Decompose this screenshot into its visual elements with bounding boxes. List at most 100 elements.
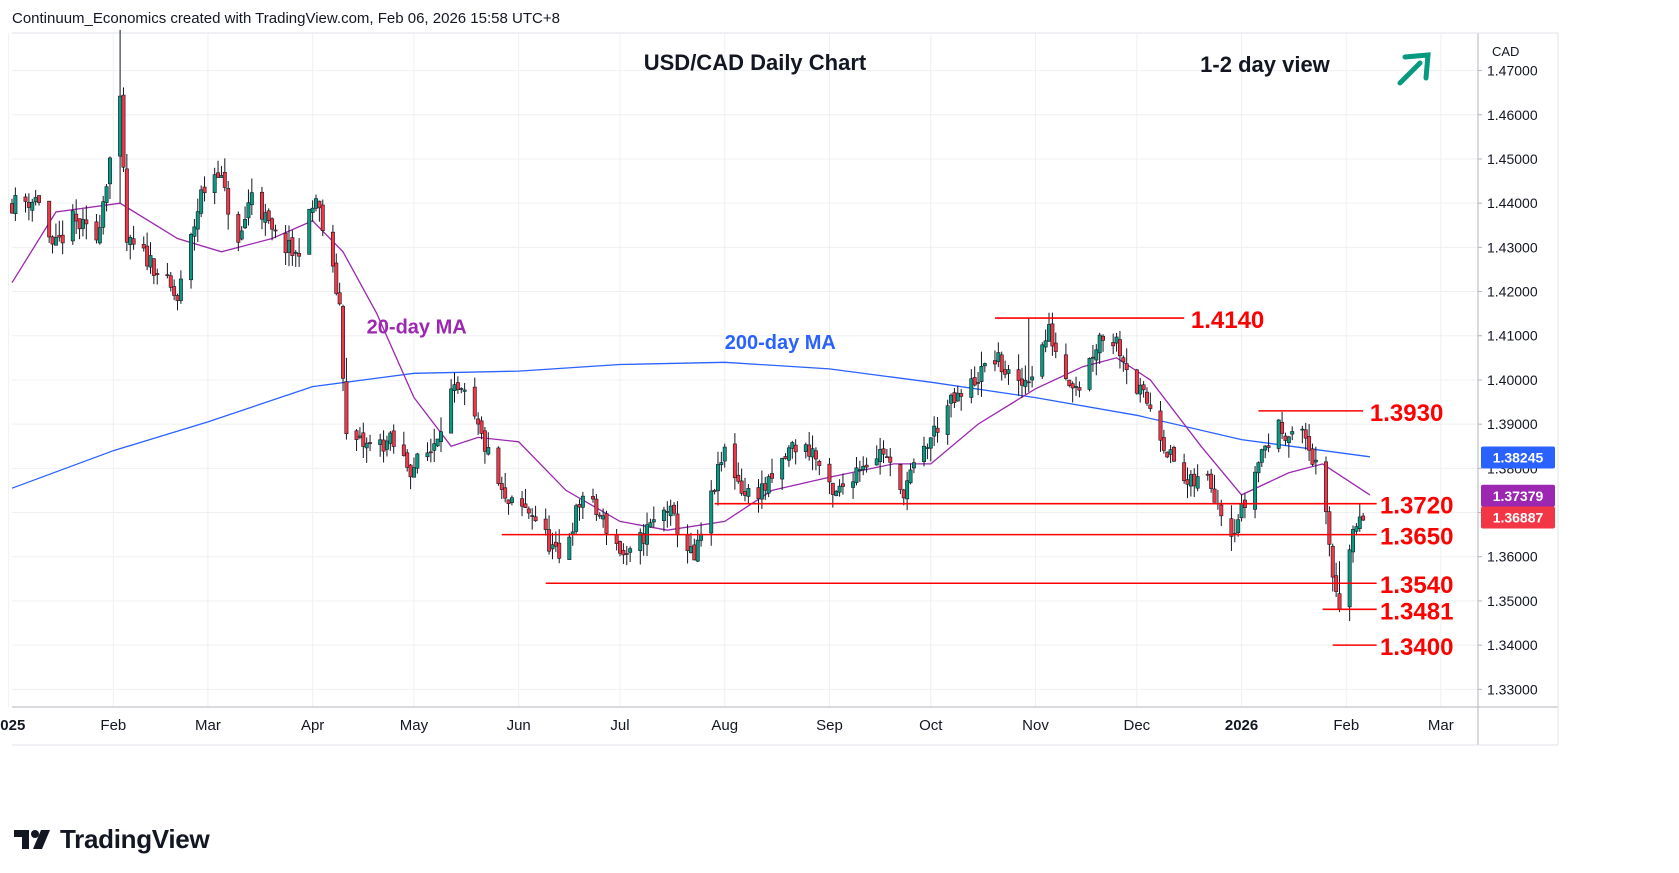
candle-up — [462, 389, 467, 392]
candle-down — [743, 491, 747, 496]
candle-down — [817, 461, 822, 466]
candle-up — [874, 458, 879, 466]
candle-down — [888, 456, 893, 463]
ma200-layer — [11, 361, 1370, 489]
arrow-up-right-icon — [1397, 52, 1431, 86]
candle-down — [1266, 445, 1271, 448]
x-tick-label: Dec — [1123, 717, 1150, 734]
candle-up — [307, 208, 312, 255]
candle-up — [982, 363, 987, 367]
y-tick-label: 1.34000 — [1487, 637, 1538, 653]
candle-down — [841, 483, 845, 487]
candle-up — [1347, 549, 1352, 608]
candle-up — [1195, 476, 1200, 489]
candle-down — [1324, 461, 1328, 513]
candle-up — [452, 384, 457, 391]
candle-down — [155, 273, 160, 275]
x-tick-label: May — [400, 717, 429, 734]
candle-down — [591, 496, 595, 500]
level-label: 1.3540 — [1380, 572, 1453, 599]
candle-down — [270, 218, 275, 230]
candle-up — [1263, 445, 1268, 451]
candle-down — [405, 452, 410, 468]
candle-up — [996, 352, 1001, 362]
candle-down — [1134, 369, 1139, 394]
candle-down — [1121, 357, 1126, 363]
candle-down — [665, 511, 670, 513]
candle-up — [716, 464, 720, 492]
candle-down — [675, 513, 680, 536]
candle-up — [969, 378, 974, 398]
candle-up — [580, 495, 585, 508]
candle-down — [881, 448, 886, 455]
candle-down — [1185, 479, 1190, 485]
candle-up — [1300, 428, 1305, 431]
candle-down — [523, 503, 528, 508]
candle-down — [1053, 342, 1058, 352]
candle-up — [249, 192, 254, 206]
price-tag-bg — [1481, 484, 1555, 507]
candle-up — [30, 201, 35, 211]
price-tag-bg — [1481, 506, 1555, 529]
chart-grid — [8, 33, 1478, 707]
candle-up — [1114, 336, 1119, 344]
candle-up — [803, 444, 808, 452]
candle-up — [878, 449, 883, 462]
series-label: 20-day MA — [367, 317, 467, 339]
candle-up — [648, 522, 653, 528]
candle-down — [1026, 381, 1031, 384]
candle-up — [766, 476, 771, 494]
candle-down — [1205, 473, 1210, 476]
level-label: 1.4140 — [1191, 307, 1264, 334]
candle-up — [837, 485, 842, 493]
candle-down — [830, 482, 835, 495]
candle-down — [50, 236, 55, 245]
candle-down — [577, 504, 582, 508]
candle-up — [263, 212, 268, 223]
candle-down — [543, 518, 548, 530]
candle-up — [574, 505, 579, 532]
time-axis[interactable]: 2025 Feb Mar Apr May Jun Jul Aug Sep Oct Nov Dec 202… — [0, 717, 1454, 734]
candle-down — [597, 514, 602, 517]
candle-up — [219, 175, 224, 178]
candle-up — [949, 394, 954, 404]
tradingview-brand[interactable]: TradingView — [14, 824, 210, 854]
candle-up — [148, 255, 153, 268]
price-tag-bg — [1481, 446, 1555, 469]
x-tick-label: Mar — [195, 717, 221, 734]
y-tick-label: 1.43000 — [1487, 239, 1538, 255]
candle-up — [945, 405, 950, 435]
candle-up — [509, 497, 514, 503]
series-label: 200-day MA — [725, 332, 836, 354]
candle-down — [1361, 515, 1366, 521]
candle-up — [97, 227, 102, 244]
candle-down — [283, 232, 288, 254]
candle-up — [746, 488, 751, 497]
candle-down — [624, 553, 629, 555]
candle-up — [1074, 386, 1078, 388]
candle-down — [530, 515, 535, 517]
candle-down — [260, 191, 264, 220]
candle-down — [10, 203, 14, 214]
candle-down — [1077, 387, 1082, 391]
candle-up — [118, 95, 123, 157]
candle-down — [334, 262, 339, 294]
candle-up — [1168, 449, 1173, 455]
candle-up — [246, 202, 251, 219]
candle-down — [496, 447, 501, 484]
candle-up — [33, 197, 38, 203]
candle-up — [1253, 471, 1258, 510]
candle-down — [297, 253, 302, 257]
y-tick-label: 1.39000 — [1487, 416, 1538, 432]
candle-up — [857, 469, 862, 471]
candle-down — [216, 172, 221, 178]
candle-down — [84, 219, 89, 225]
candle-down — [354, 430, 359, 440]
price-axis[interactable]: CAD 1.47000 1.46000 1.45000 1.44000 1.43000 1.… — [1478, 44, 1555, 697]
tradingview-logo-icon — [14, 830, 50, 849]
candle-down — [1172, 446, 1176, 462]
candle-up — [195, 211, 200, 230]
candle-up — [101, 201, 106, 228]
